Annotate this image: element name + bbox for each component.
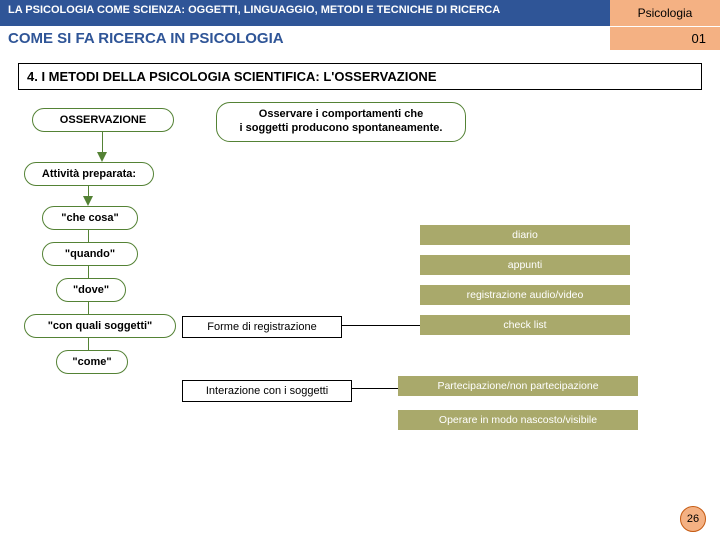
connector [342,325,420,326]
node-definition: Osservare i comportamenti che i soggetti… [216,102,466,142]
node-quando: "quando" [42,242,138,266]
node-diario: diario [420,225,630,245]
node-interazione: Interazione con i soggetti [182,380,352,402]
header-num: 01 [610,27,720,50]
arrow-down-icon [97,152,107,162]
node-attivita: Attività preparata: [24,162,154,186]
header-sub: COME SI FA RICERCA IN PSICOLOGIA 01 [0,26,720,51]
node-partecipazione: Partecipazione/non partecipazione [398,376,638,396]
header-subtitle: COME SI FA RICERCA IN PSICOLOGIA [0,26,610,51]
section-title: 4. I METODI DELLA PSICOLOGIA SCIENTIFICA… [18,63,702,90]
node-registrazione: registrazione audio/video [420,285,630,305]
node-forme: Forme di registrazione [182,316,342,338]
node-che-cosa: "che cosa" [42,206,138,230]
header-title: LA PSICOLOGIA COME SCIENZA: OGGETTI, LIN… [0,0,610,26]
node-appunti: appunti [420,255,630,275]
node-checklist: check list [420,315,630,335]
node-osservazione: OSSERVAZIONE [32,108,174,132]
node-dove: "dove" [56,278,126,302]
header-top: LA PSICOLOGIA COME SCIENZA: OGGETTI, LIN… [0,0,720,26]
connector [88,302,89,314]
node-operare: Operare in modo nascosto/visibile [398,410,638,430]
connector [352,388,398,389]
page-number: 26 [680,506,706,532]
diagram-content: OSSERVAZIONE Osservare i comportamenti c… [0,90,720,510]
connector [88,338,89,350]
header-side: Psicologia [610,0,720,26]
connector [88,266,89,278]
node-come: "come" [56,350,128,374]
node-soggetti: "con quali soggetti" [24,314,176,338]
arrow-down-icon [83,196,93,206]
connector [102,132,103,154]
connector [88,230,89,242]
